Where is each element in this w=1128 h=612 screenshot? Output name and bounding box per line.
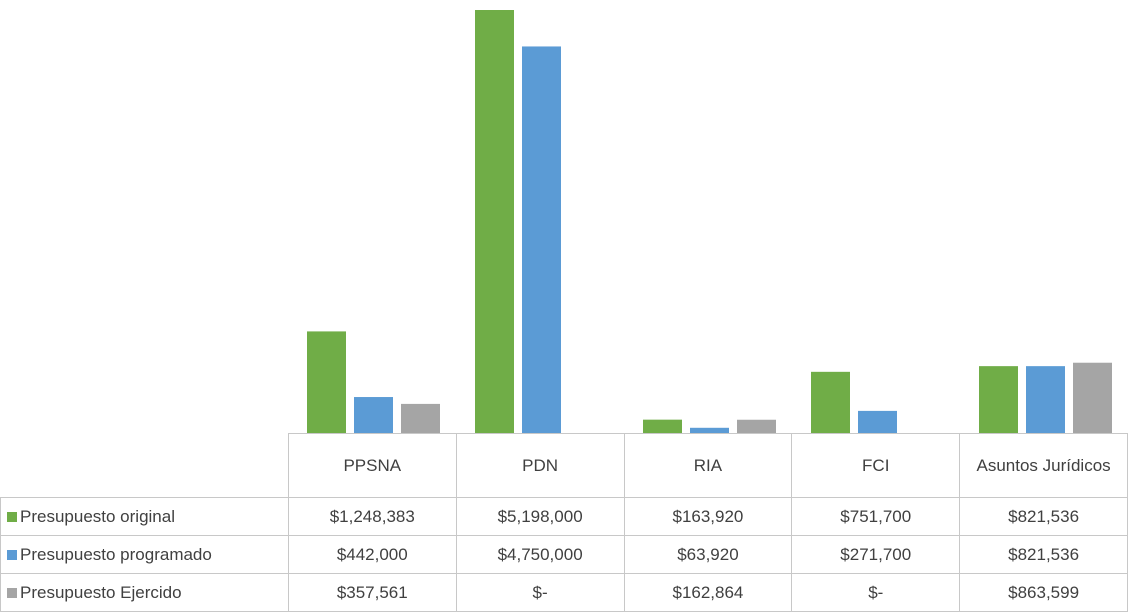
bar xyxy=(1026,366,1065,433)
legend-label: Presupuesto Ejercido xyxy=(20,582,182,602)
value-label: $751,700 xyxy=(791,497,961,536)
legend-swatch xyxy=(7,511,17,522)
value-label: $4,750,000 xyxy=(455,535,625,574)
category-label: Asuntos Jurídicos xyxy=(959,433,1128,498)
legend-label: Presupuesto programado xyxy=(20,544,212,564)
category-label: PDN xyxy=(455,433,625,498)
bar xyxy=(401,403,440,433)
value-label: $357,561 xyxy=(287,573,457,612)
bar xyxy=(1073,362,1112,433)
legend-swatch xyxy=(7,549,17,560)
data-table: PPSNA PDN RIA FCI Asuntos Jurídicos Presupues… xyxy=(0,433,1128,612)
bar xyxy=(522,46,561,434)
category-label: FCI xyxy=(791,433,961,498)
series-row: Presupuesto original $1,248,383 $5,198,000… xyxy=(0,497,1128,536)
value-label: $1,248,383 xyxy=(287,497,457,536)
legend-cell: Presupuesto original xyxy=(0,497,289,536)
bar xyxy=(307,331,346,433)
legend-cell: Presupuesto programado xyxy=(0,535,289,574)
value-label: $162,864 xyxy=(623,573,793,612)
bar xyxy=(858,410,897,433)
value-label: $- xyxy=(455,573,625,612)
value-label: $- xyxy=(791,573,961,612)
value-label: $163,920 xyxy=(623,497,793,536)
legend-swatch xyxy=(7,587,17,598)
bar xyxy=(979,366,1018,433)
value-label: $271,700 xyxy=(791,535,961,574)
bar xyxy=(811,371,850,433)
legend-label: Presupuesto original xyxy=(20,506,175,526)
legend-cell: Presupuesto Ejercido xyxy=(0,573,289,612)
bar xyxy=(354,397,393,433)
bar xyxy=(737,419,776,433)
category-label: RIA xyxy=(623,433,793,498)
value-label: $821,536 xyxy=(959,535,1128,574)
value-label: $5,198,000 xyxy=(455,497,625,536)
bar xyxy=(643,419,682,433)
category-label: PPSNA xyxy=(287,433,457,498)
series-row: Presupuesto Ejercido $357,561 $- $162,864 $-… xyxy=(0,573,1128,612)
value-label: $863,599 xyxy=(959,573,1128,612)
corner xyxy=(1,434,289,498)
plot xyxy=(307,10,1112,434)
value-label: $442,000 xyxy=(287,535,457,574)
value-label: $821,536 xyxy=(959,497,1128,536)
value-label: $63,920 xyxy=(623,535,793,574)
bar xyxy=(475,10,514,433)
series-row: Presupuesto programado $442,000 $4,750,000… xyxy=(0,535,1128,574)
bar xyxy=(690,427,729,433)
header-row: PPSNA PDN RIA FCI Asuntos Jurídicos xyxy=(1,433,1128,498)
